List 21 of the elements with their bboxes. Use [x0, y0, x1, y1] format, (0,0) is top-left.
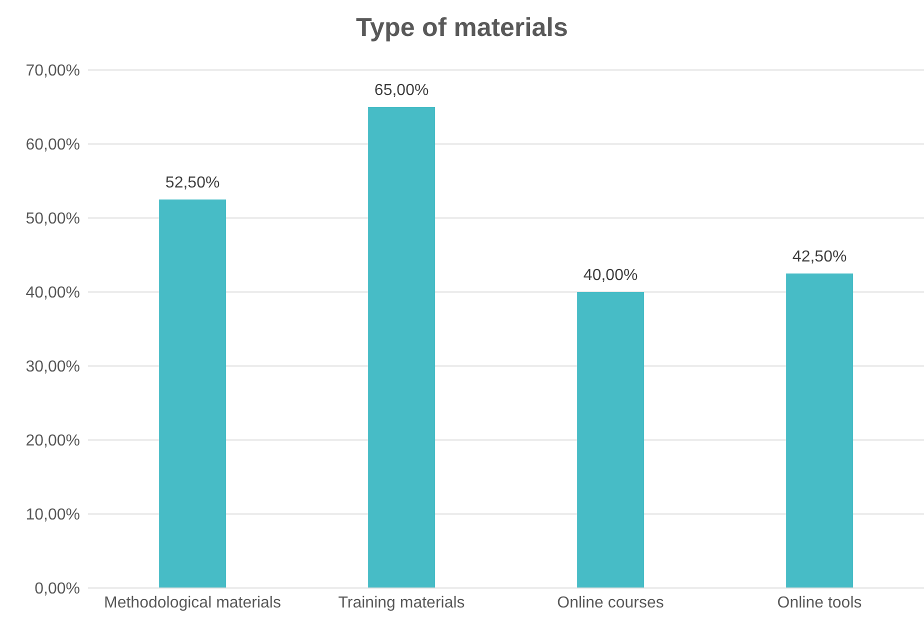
bar — [159, 200, 226, 588]
data-label: 40,00% — [583, 267, 638, 284]
y-tick-label: 30,00% — [26, 358, 80, 376]
data-label: 52,50% — [165, 174, 220, 192]
y-tick-label: 0,00% — [34, 580, 80, 598]
y-tick-label: 60,00% — [26, 136, 80, 154]
bar — [577, 292, 644, 588]
data-label: 42,50% — [792, 248, 847, 266]
bar — [368, 107, 436, 588]
y-tick-label: 70,00% — [26, 62, 80, 80]
y-tick-label: 10,00% — [26, 506, 80, 524]
y-tick-label: 40,00% — [26, 284, 80, 302]
x-tick-label: Online courses — [557, 594, 664, 612]
y-tick-label: 50,00% — [26, 210, 80, 228]
x-tick-label: Training materials — [338, 594, 465, 612]
x-tick-label: Online tools — [777, 594, 862, 612]
x-tick-label: Methodological materials — [104, 594, 281, 612]
bar — [786, 274, 854, 588]
y-tick-label: 20,00% — [26, 432, 80, 450]
data-label: 65,00% — [374, 82, 429, 99]
chart-title: Type of materials — [355, 12, 569, 43]
